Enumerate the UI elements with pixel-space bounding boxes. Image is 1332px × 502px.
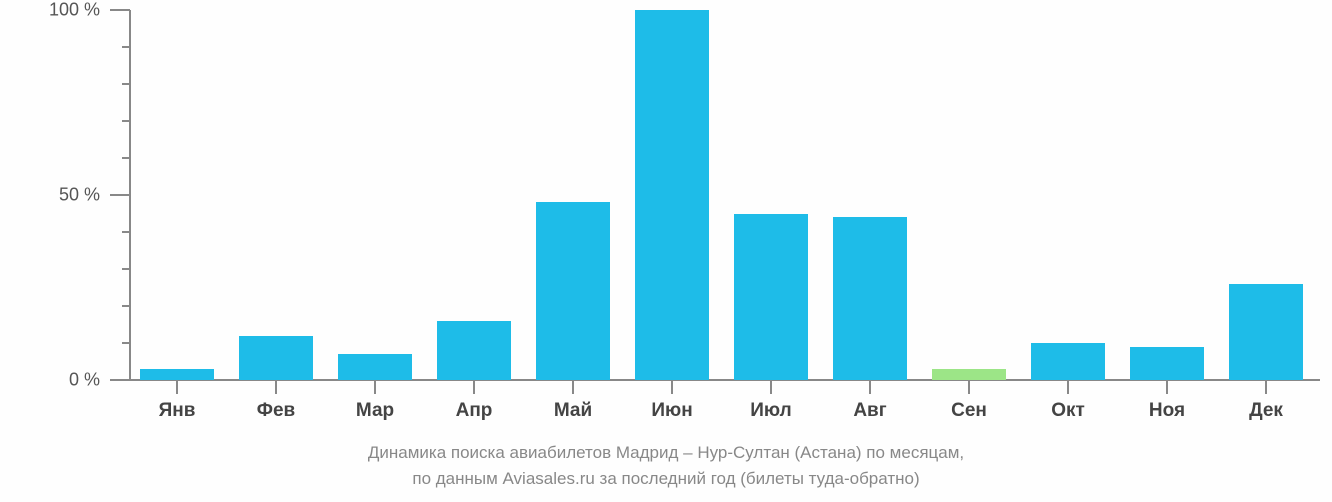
chart-caption: Динамика поиска авиабилетов Мадрид – Нур… (0, 440, 1332, 491)
x-axis-label: Янв (159, 400, 196, 422)
x-tick (374, 380, 376, 394)
x-axis-label: Мар (356, 400, 394, 422)
y-tick-minor (122, 120, 130, 122)
y-tick-minor (122, 157, 130, 159)
x-axis-label: Окт (1051, 400, 1085, 422)
bar (437, 321, 511, 380)
y-axis-label: 100 % (49, 0, 100, 21)
y-tick-major (110, 194, 130, 196)
y-tick-major (110, 379, 130, 381)
x-tick (275, 380, 277, 394)
x-axis-label: Фев (257, 400, 295, 422)
bar (338, 354, 412, 380)
x-axis-label: Дек (1249, 400, 1283, 422)
caption-line2: по данным Aviasales.ru за последний год … (412, 469, 919, 488)
bar (1229, 284, 1303, 380)
bar (833, 217, 907, 380)
bar (932, 369, 1006, 380)
bar (635, 10, 709, 380)
bar (536, 202, 610, 380)
x-axis-label: Авг (853, 400, 886, 422)
bar (140, 369, 214, 380)
x-tick (176, 380, 178, 394)
x-axis-label: Ноя (1149, 400, 1185, 422)
y-tick-minor (122, 342, 130, 344)
bar (734, 214, 808, 381)
y-tick-minor (122, 46, 130, 48)
x-axis-label: Июл (750, 400, 791, 422)
y-tick-minor (122, 305, 130, 307)
x-tick (473, 380, 475, 394)
x-tick (869, 380, 871, 394)
y-tick-major (110, 9, 130, 11)
y-axis-label: 50 % (59, 185, 100, 206)
x-tick (1166, 380, 1168, 394)
bar (1130, 347, 1204, 380)
y-tick-minor (122, 83, 130, 85)
caption-line1: Динамика поиска авиабилетов Мадрид – Нур… (368, 443, 964, 462)
y-axis-label: 0 % (69, 370, 100, 391)
bar (239, 336, 313, 380)
bar (1031, 343, 1105, 380)
x-tick (1265, 380, 1267, 394)
x-tick (671, 380, 673, 394)
x-axis-label: Апр (456, 400, 493, 422)
x-tick (770, 380, 772, 394)
x-axis-label: Июн (651, 400, 692, 422)
x-axis-label: Май (554, 400, 592, 422)
y-tick-minor (122, 268, 130, 270)
x-axis-label: Сен (951, 400, 987, 422)
y-tick-minor (122, 231, 130, 233)
x-tick (572, 380, 574, 394)
chart-container: 0 % 50 % 100 % Янв Фев Мар Апр Май Июн Июл Авг Сен… (0, 0, 1332, 502)
x-tick (968, 380, 970, 394)
x-tick (1067, 380, 1069, 394)
